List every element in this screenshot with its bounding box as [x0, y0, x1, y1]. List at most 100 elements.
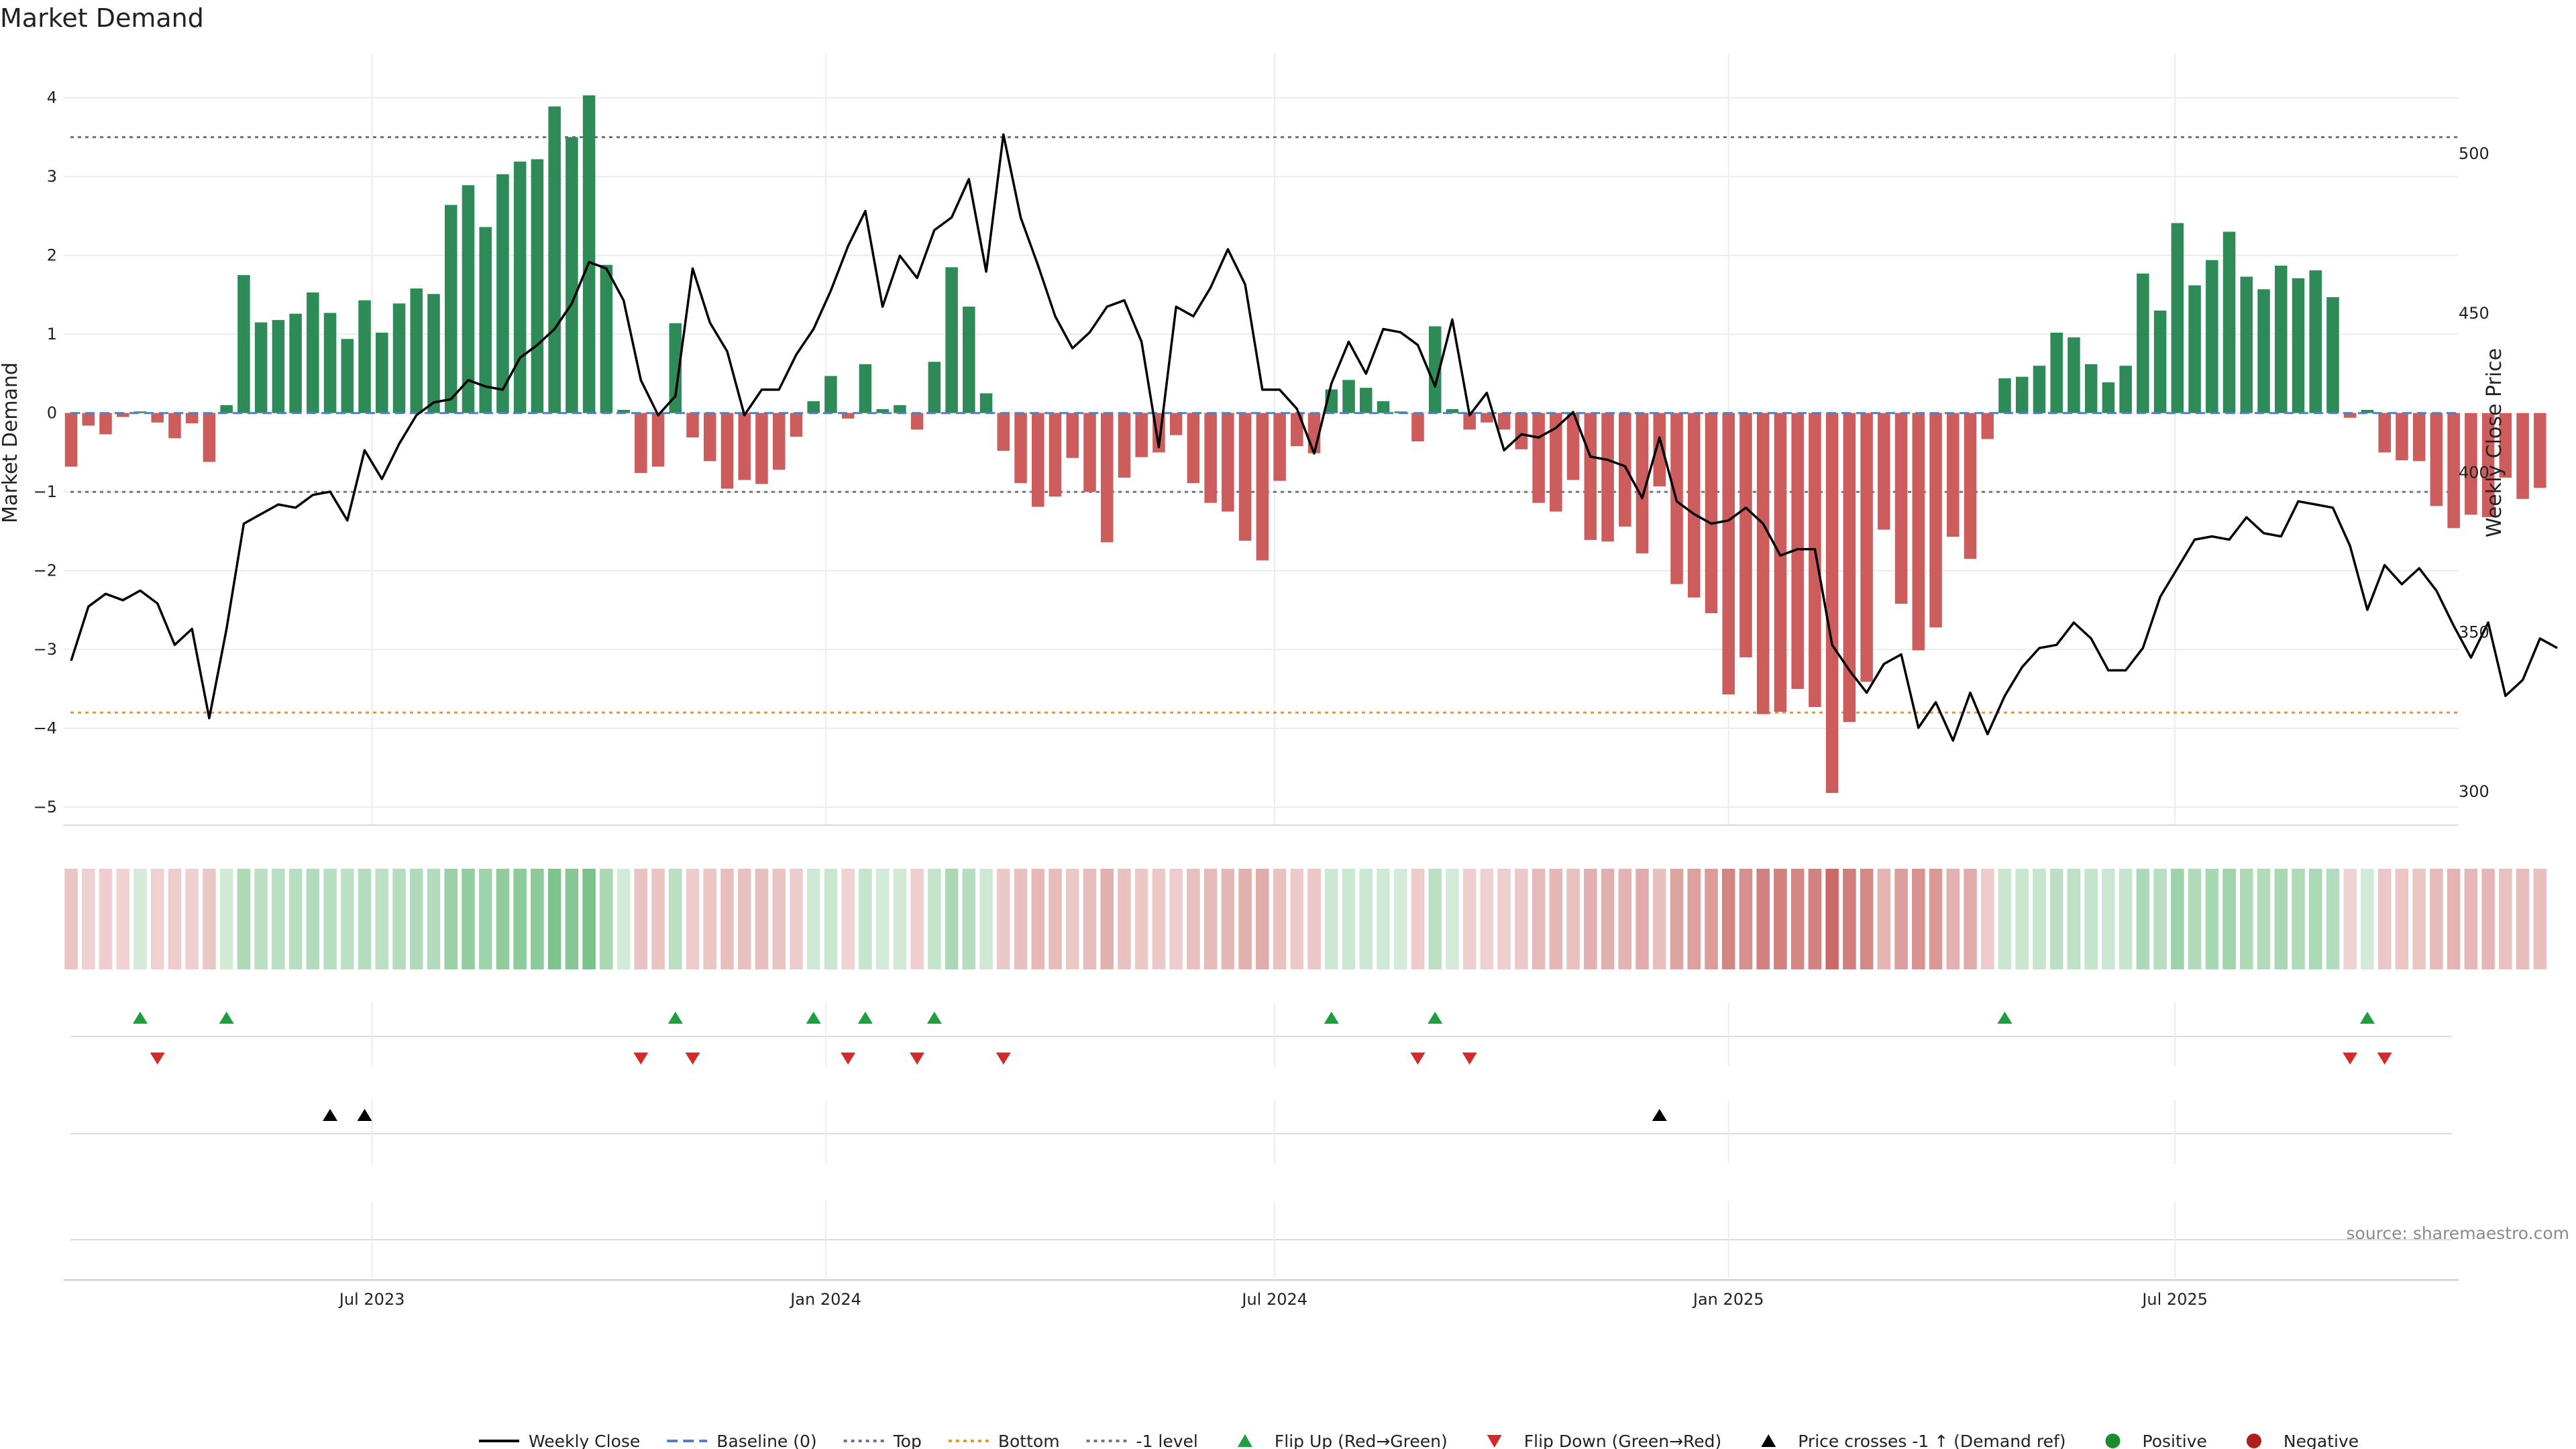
heat-strip-cell	[600, 869, 613, 969]
demand-bar	[272, 320, 285, 413]
heat-strip-cell	[2136, 869, 2150, 969]
demand-bar	[2222, 231, 2236, 413]
heat-strip-cell	[2412, 869, 2426, 969]
heat-strip-cell	[2516, 869, 2530, 969]
heat-strip-cell	[1290, 869, 1304, 969]
heat-strip-cell	[2308, 869, 2322, 969]
heat-strip-cell	[1065, 869, 1079, 969]
demand-bar	[651, 413, 665, 467]
price-cross-marker	[357, 1109, 372, 1121]
demand-bar	[1653, 413, 1666, 486]
y-tick-label: −4	[34, 719, 57, 738]
demand-bar	[2102, 382, 2115, 413]
heat-strip-cell	[1359, 869, 1373, 969]
demand-bar	[1100, 413, 1114, 543]
y2-tick-label: 350	[2459, 623, 2489, 641]
heat-strip-cell	[2377, 869, 2392, 969]
legend-swatch-triangle-down	[1487, 1435, 1502, 1448]
heat-strip-cell	[1549, 869, 1563, 969]
demand-bar	[1342, 380, 1355, 413]
heat-strip-cell	[1221, 869, 1235, 969]
legend-item: Positive	[2105, 1432, 2207, 1449]
demand-bar	[2188, 285, 2201, 413]
heat-strip-cell	[272, 869, 285, 969]
demand-bar	[1273, 413, 1286, 481]
legend-item: Negative	[2246, 1432, 2359, 1449]
heat-strip-cell	[2153, 869, 2167, 969]
heat-strip-cell	[1393, 869, 1407, 969]
heat-strip-cell	[893, 869, 907, 969]
flip-down-marker	[2377, 1053, 2392, 1065]
demand-bar	[1238, 413, 1252, 541]
demand-bar	[1964, 413, 1977, 559]
heat-strip-cell	[1152, 869, 1166, 969]
heat-strip-cell	[1515, 869, 1528, 969]
demand-bar	[1791, 413, 1804, 689]
heat-strip-cell	[444, 869, 458, 969]
demand-bar	[1446, 409, 1459, 413]
heat-strip-cell	[81, 869, 95, 969]
legend-item: Top	[843, 1432, 922, 1449]
demand-bar	[1843, 413, 1856, 722]
price-line-layer	[70, 133, 2558, 742]
flip-down-marker	[150, 1053, 165, 1065]
heat-strip-cell	[1756, 869, 1770, 969]
demand-bar	[2084, 364, 2098, 413]
demand-bar	[1032, 413, 1044, 507]
price-cross-marker	[1652, 1109, 1667, 1121]
heat-strip-cell	[703, 869, 717, 969]
heat-strip-cell	[1601, 869, 1615, 969]
demand-bar	[1222, 413, 1234, 512]
heat-strip-cell	[1049, 869, 1062, 969]
flip-up-marker	[926, 1012, 942, 1024]
heat-strip-cell	[962, 869, 976, 969]
demand-bar	[1049, 413, 1062, 497]
demand-bar	[2292, 278, 2305, 413]
demand-bar	[1860, 413, 1873, 682]
heat-strip-cell	[1031, 869, 1045, 969]
demand-bar	[1619, 413, 1631, 527]
heat-strip-cell	[116, 869, 130, 969]
heat-strip-cell	[1428, 869, 1442, 969]
demand-bar	[1187, 413, 1200, 484]
heat-strip-cell	[1118, 869, 1131, 969]
demand-bar	[358, 300, 371, 413]
demand-bar	[824, 376, 837, 413]
heat-strip-cell	[99, 869, 113, 969]
heat-strip-cell	[1342, 869, 1356, 969]
heat-strip-cell	[1497, 869, 1511, 969]
demand-bar	[963, 307, 975, 413]
demand-bar	[2137, 273, 2149, 413]
demand-bar	[2206, 260, 2218, 413]
demand-bar	[307, 292, 319, 413]
heat-strip-cell	[547, 869, 561, 969]
heat-strip-cell	[875, 869, 890, 969]
y2-tick-label: 450	[2459, 304, 2489, 323]
heat-strip-cell	[1739, 869, 1753, 969]
y-tick-label: −1	[34, 482, 57, 501]
demand-bar	[582, 95, 596, 413]
demand-bar	[462, 185, 475, 413]
heat-strip-cell	[1652, 869, 1666, 969]
demand-bar	[859, 364, 872, 413]
demand-bar	[2257, 289, 2270, 413]
heat-strip-cell	[2049, 869, 2063, 969]
heat-strip-cell	[910, 869, 924, 969]
x-tick-label: Jan 2024	[789, 1290, 861, 1309]
heat-strip-cell	[2257, 869, 2271, 969]
demand-bar	[1428, 326, 1442, 413]
heat-strip-cell	[806, 869, 820, 969]
y2-axis-title: Weekly Close Price	[2483, 348, 2506, 537]
demand-bar	[2465, 413, 2477, 515]
demand-bar	[1463, 413, 1476, 430]
demand-bar	[928, 362, 941, 413]
legend-label: Positive	[2143, 1432, 2207, 1449]
legend-item: Baseline (0)	[667, 1432, 817, 1449]
demand-bar	[2153, 310, 2167, 413]
heat-strip-cell	[1480, 869, 1494, 969]
y-tick-label: 1	[47, 325, 57, 343]
heat-strip-cell	[565, 869, 579, 969]
demand-bar	[807, 401, 820, 413]
x-tick-label: Jul 2025	[2141, 1290, 2208, 1309]
legend-swatch-dot	[2105, 1434, 2121, 1448]
